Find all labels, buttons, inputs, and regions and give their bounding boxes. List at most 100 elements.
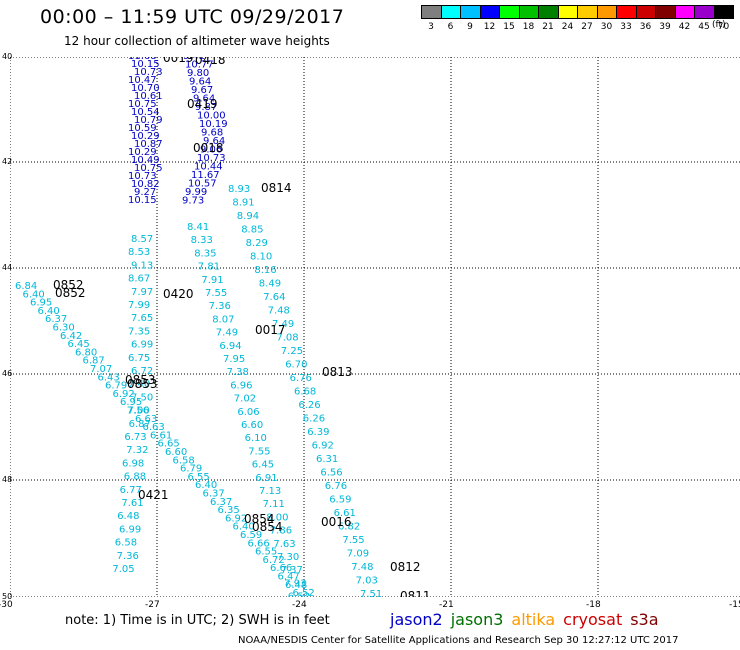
longitude-tick-label: -18 [586, 600, 601, 610]
pass-time-label: 0853 [127, 377, 158, 391]
longitude-tick-label: -24 [292, 600, 307, 610]
pass-time-label: 0854 [244, 512, 275, 526]
wave-height-value: 6.70 [285, 360, 307, 371]
wave-height-value: 7.49 [216, 328, 238, 339]
wave-height-value: 6.79 [180, 464, 202, 475]
pass-time-label: 0017 [255, 323, 286, 337]
wave-height-value: 9.73 [182, 196, 204, 207]
wave-height-value: 7.86 [270, 526, 292, 537]
wave-height-value: 9.42 [183, 57, 205, 62]
legend-item-cryosat: cryosat [563, 610, 623, 629]
map-title: 00:00 – 11:59 UTC 09/29/2017 [40, 6, 345, 28]
wave-height-value: 7.61 [121, 498, 143, 509]
legend-item-s3a: s3a [630, 610, 659, 629]
wave-height-value: 8.94 [237, 211, 259, 222]
color-scale-swatch [421, 5, 442, 19]
color-scale-swatch [557, 5, 578, 19]
color-scale-swatch [616, 5, 637, 19]
color-scale-label: 6 [447, 22, 454, 32]
pass-time-label: 0852 [53, 278, 84, 292]
wave-height-value: 6.87 [129, 419, 151, 430]
wave-height-value: 7.91 [201, 275, 223, 286]
wave-height-value: 7.95 [223, 354, 245, 365]
longitude-tick-label: -21 [439, 600, 454, 610]
pass-time-label: 0811 [400, 589, 431, 597]
wave-height-value: 6.79 [105, 381, 127, 392]
wave-height-value: 7.93 [284, 578, 306, 589]
color-scale-swatch [713, 5, 734, 19]
legend-item-altika: altika [511, 610, 556, 629]
wave-height-value: 8.41 [187, 222, 209, 233]
legend-item-jason3: jason3 [450, 610, 504, 629]
wave-height-value: 10.15 [128, 195, 157, 206]
pass-time-label: 0418 [195, 57, 226, 67]
wave-height-value: 10.82 [131, 179, 160, 190]
color-scale-label: 15 [503, 22, 515, 32]
wave-height-value: 10.44 [194, 162, 223, 173]
color-scale-label: 18 [522, 22, 535, 32]
pass-time-label: 0421 [138, 488, 169, 502]
wave-height-value: 7.65 [131, 313, 153, 324]
wave-height-value: 6.47 [278, 572, 300, 583]
wave-height-value: 8.29 [246, 238, 268, 249]
latitude-tick-label: 48 [2, 475, 13, 484]
wave-height-value: 6.99 [119, 524, 141, 535]
wave-height-value: 6.94 [219, 341, 241, 352]
wave-height-value: 6.99 [131, 340, 153, 351]
wave-height-value: 10.87 [134, 139, 163, 150]
wave-height-value: 7.35 [128, 326, 150, 337]
wave-height-value: 6.39 [307, 427, 329, 438]
wave-height-value: 8.35 [194, 248, 216, 259]
wave-height-value: 6.61 [150, 430, 172, 441]
wave-height-value: 6.40 [38, 306, 60, 317]
color-scale-swatch [655, 5, 676, 19]
wave-height-value: 6.91 [255, 473, 277, 484]
wave-height-value: 6.37 [203, 489, 225, 500]
wave-height-value: 6.58 [115, 538, 137, 549]
wave-height-value: 7.32 [126, 445, 148, 456]
map-subtitle: 12 hour collection of altimeter wave hei… [64, 34, 330, 48]
color-scale-swatch [674, 5, 695, 19]
wave-height-value: 6.77 [120, 485, 142, 496]
wave-height-value: 6.35 [218, 505, 240, 516]
wave-height-value: 6.37 [45, 314, 67, 325]
color-scale-swatch [596, 5, 617, 19]
wave-height-value: 6.40 [23, 289, 45, 300]
wave-height-value: 9.99 [185, 187, 207, 198]
wave-height-value: 8.67 [128, 274, 150, 285]
color-scale-swatch [499, 5, 520, 19]
wave-height-value: 7.09 [347, 549, 369, 560]
wave-height-value: 10.00 [197, 111, 226, 122]
wave-height-value: 6.37 [210, 497, 232, 508]
wave-height-value: 6.95 [30, 298, 52, 309]
latitude-tick-label: 42 [2, 157, 13, 166]
pass-time-label: 0854 [252, 520, 283, 534]
wave-height-value: 6.92 [312, 441, 334, 452]
wave-height-value: 6.40 [233, 522, 255, 533]
color-scale-swatch [518, 5, 539, 19]
wave-height-value: 6.63 [135, 414, 157, 425]
wave-height-value: 10.70 [131, 83, 160, 94]
wave-height-value: 10.73 [128, 171, 157, 182]
wave-height-value: 8.85 [241, 225, 263, 236]
wave-height-value: 7.08 [276, 333, 298, 344]
wave-height-value: 10.47 [128, 75, 157, 86]
wave-height-value: 7.25 [281, 346, 303, 357]
pass-time-label: 0814 [261, 181, 292, 195]
color-scale-swatch [538, 5, 559, 19]
wave-height-value: 6.96 [230, 380, 252, 391]
color-scale-label: 9 [467, 22, 473, 32]
wave-height-value: 6.61 [334, 508, 356, 519]
color-scale-label: 21 [542, 22, 554, 32]
wave-height-value: 6.52 [293, 588, 315, 597]
longitude-tick-label: -15 [729, 600, 740, 610]
wave-height-value: 10.59 [128, 123, 157, 134]
wave-height-value: 10.73 [197, 153, 226, 164]
wave-height-value: 6.55 [255, 547, 277, 558]
color-scale-label: 12 [483, 22, 496, 32]
wave-height-value: 7.81 [198, 262, 220, 273]
wave-height-value: 6.80 [75, 347, 97, 358]
wave-height-value: 6.76 [325, 481, 347, 492]
wave-height-value: 9.68 [201, 128, 223, 139]
color-scale-label: 24 [561, 22, 574, 32]
